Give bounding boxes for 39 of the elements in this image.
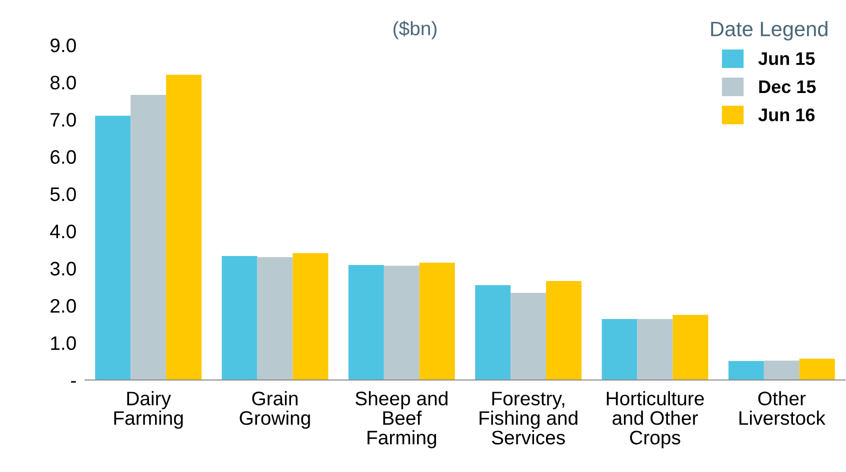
y-tick-label: 1.0	[51, 336, 76, 350]
x-tick-label: Grain Growing	[240, 391, 310, 429]
bar	[257, 257, 293, 380]
y-tick-label: 2.0	[50, 299, 76, 313]
bar	[348, 264, 384, 380]
y-tick-label: 6.0	[50, 150, 76, 164]
bar	[419, 262, 455, 380]
bar	[95, 116, 131, 380]
bar	[130, 94, 166, 380]
legend-title: Date Legend	[711, 21, 828, 40]
bar	[475, 285, 511, 380]
legend-label: Jun 16	[758, 108, 815, 122]
y-tick-label: 8.0	[50, 76, 76, 90]
legend-label: Jun 15	[758, 52, 815, 66]
y-tick-label: -	[71, 381, 76, 383]
y-tick-label: 5.0	[50, 187, 76, 202]
bar	[764, 360, 800, 380]
bar	[672, 314, 708, 380]
bar	[728, 361, 764, 380]
bar	[166, 74, 202, 380]
bar	[546, 280, 582, 380]
y-axis-title: ($bn)	[394, 20, 436, 40]
bar	[637, 318, 673, 380]
y-tick-label: 9.0	[50, 38, 76, 52]
x-tick-label: Dairy Farming	[114, 391, 183, 429]
x-tick-label: Sheep and Beef Farming	[356, 391, 448, 448]
y-tick-label: 3.0	[50, 262, 76, 276]
legend-label: Dec 15	[759, 80, 816, 94]
x-tick-label: Horticulture and Other Crops	[606, 391, 704, 448]
bar	[799, 358, 835, 380]
bar	[510, 292, 546, 380]
y-tick-label: 4.0	[50, 224, 76, 238]
x-tick-label: Forestry, Fishing and Services	[480, 392, 578, 444]
bar	[602, 318, 638, 380]
y-tick-label: 7.0	[50, 112, 76, 127]
bar	[222, 256, 258, 380]
x-tick-label: Other Liverstock	[740, 391, 826, 425]
bar	[292, 253, 328, 380]
bar	[384, 266, 420, 380]
